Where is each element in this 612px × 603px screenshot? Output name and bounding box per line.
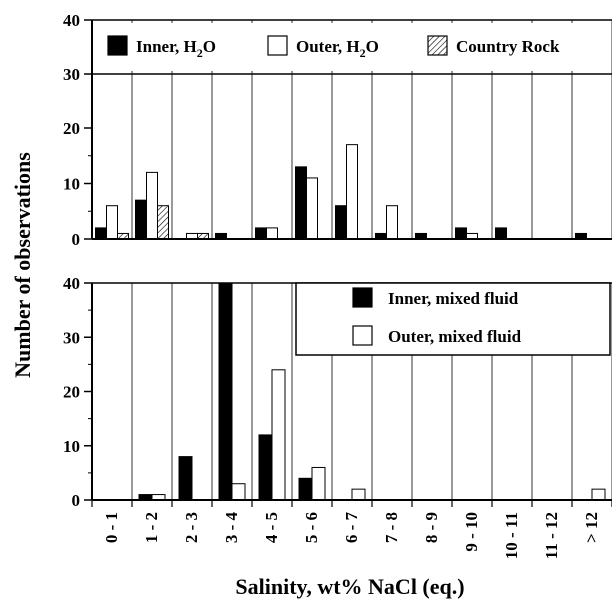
legend-label: Outer, H2O bbox=[296, 37, 379, 60]
bar bbox=[178, 456, 193, 501]
bar bbox=[218, 282, 233, 501]
legend-swatch bbox=[352, 287, 373, 308]
x-tick-label: > 12 bbox=[582, 512, 601, 543]
x-axis-label: Salinity, wt% NaCl (eq.) bbox=[235, 574, 464, 599]
bar bbox=[455, 227, 467, 240]
legend-swatch bbox=[107, 35, 128, 56]
top-axes: 0 10 20 30 40 bbox=[63, 11, 612, 249]
bar bbox=[346, 144, 358, 240]
y-tick-label: 30 bbox=[63, 65, 80, 84]
bar bbox=[146, 171, 158, 240]
bar bbox=[295, 166, 307, 240]
x-tick-label: 7 - 8 bbox=[382, 512, 401, 543]
bar bbox=[495, 227, 507, 240]
legend-swatch bbox=[352, 325, 373, 346]
y-tick-label: 10 bbox=[63, 175, 80, 194]
bar bbox=[311, 466, 326, 501]
y-axis-label: Number of observations bbox=[10, 152, 35, 378]
bar bbox=[258, 434, 273, 501]
x-tick-label: 8 - 9 bbox=[422, 512, 441, 543]
bar bbox=[266, 227, 278, 240]
y-tick-label: 30 bbox=[63, 328, 80, 347]
y-tick-label: 20 bbox=[63, 119, 80, 138]
y-tick-label: 0 bbox=[72, 491, 81, 510]
bar bbox=[591, 488, 606, 501]
x-tick-label: 10 - 11 bbox=[502, 512, 521, 559]
bottom-bars bbox=[138, 282, 606, 501]
bar bbox=[335, 205, 347, 240]
x-tick-label: 11 - 12 bbox=[542, 512, 561, 559]
x-tick-label: 9 - 10 bbox=[462, 512, 481, 552]
bar bbox=[106, 205, 118, 240]
x-tick-label: 1 - 2 bbox=[142, 512, 161, 543]
legend-box bbox=[295, 282, 611, 356]
legend-label: Country Rock bbox=[456, 37, 560, 56]
x-tick-label: 3 - 4 bbox=[222, 512, 241, 544]
x-tick-label: 6 - 7 bbox=[342, 512, 361, 544]
bar bbox=[306, 177, 318, 240]
top-legend: Inner, H2O Outer, H2O Country Rock bbox=[96, 23, 606, 71]
bottom-panel: 0 10 20 30 40 Inner, mixed fluid Outer, mixed… bbox=[63, 274, 612, 510]
y-tick-label: 20 bbox=[63, 383, 80, 402]
bar bbox=[386, 205, 398, 240]
x-tick-labels: 0 - 1 1 - 2 2 - 3 3 - 4 4 - 5 5 - 6 6 - 7 7 - 8… bbox=[102, 512, 601, 560]
x-tick-label: 4 - 5 bbox=[262, 512, 281, 543]
x-tick-label: 0 - 1 bbox=[102, 512, 121, 543]
top-bars bbox=[95, 144, 587, 240]
bar bbox=[231, 483, 246, 501]
legend-swatch bbox=[427, 35, 448, 56]
bar bbox=[351, 488, 366, 501]
bar bbox=[135, 199, 147, 240]
legend-label: Inner, mixed fluid bbox=[388, 289, 519, 308]
bar bbox=[95, 227, 107, 240]
top-panel: 0 10 20 30 40 Inner, H2O Outer, H2O Country Ro… bbox=[63, 11, 612, 249]
y-tick-label: 40 bbox=[63, 274, 80, 293]
bar bbox=[157, 205, 169, 240]
y-tick-label: 0 bbox=[72, 230, 81, 249]
legend-box bbox=[96, 23, 606, 71]
y-tick-label: 10 bbox=[63, 437, 80, 456]
bar bbox=[271, 369, 286, 501]
x-tick-label: 5 - 6 bbox=[302, 512, 321, 543]
y-tick-label: 40 bbox=[63, 11, 80, 30]
legend-label: Outer, mixed fluid bbox=[388, 327, 522, 346]
bottom-legend: Inner, mixed fluid Outer, mixed fluid bbox=[295, 282, 611, 356]
legend-label: Inner, H2O bbox=[136, 37, 216, 60]
legend-swatch bbox=[267, 35, 288, 56]
x-tick-label: 2 - 3 bbox=[182, 512, 201, 543]
bar bbox=[255, 227, 267, 240]
bar bbox=[298, 477, 313, 501]
